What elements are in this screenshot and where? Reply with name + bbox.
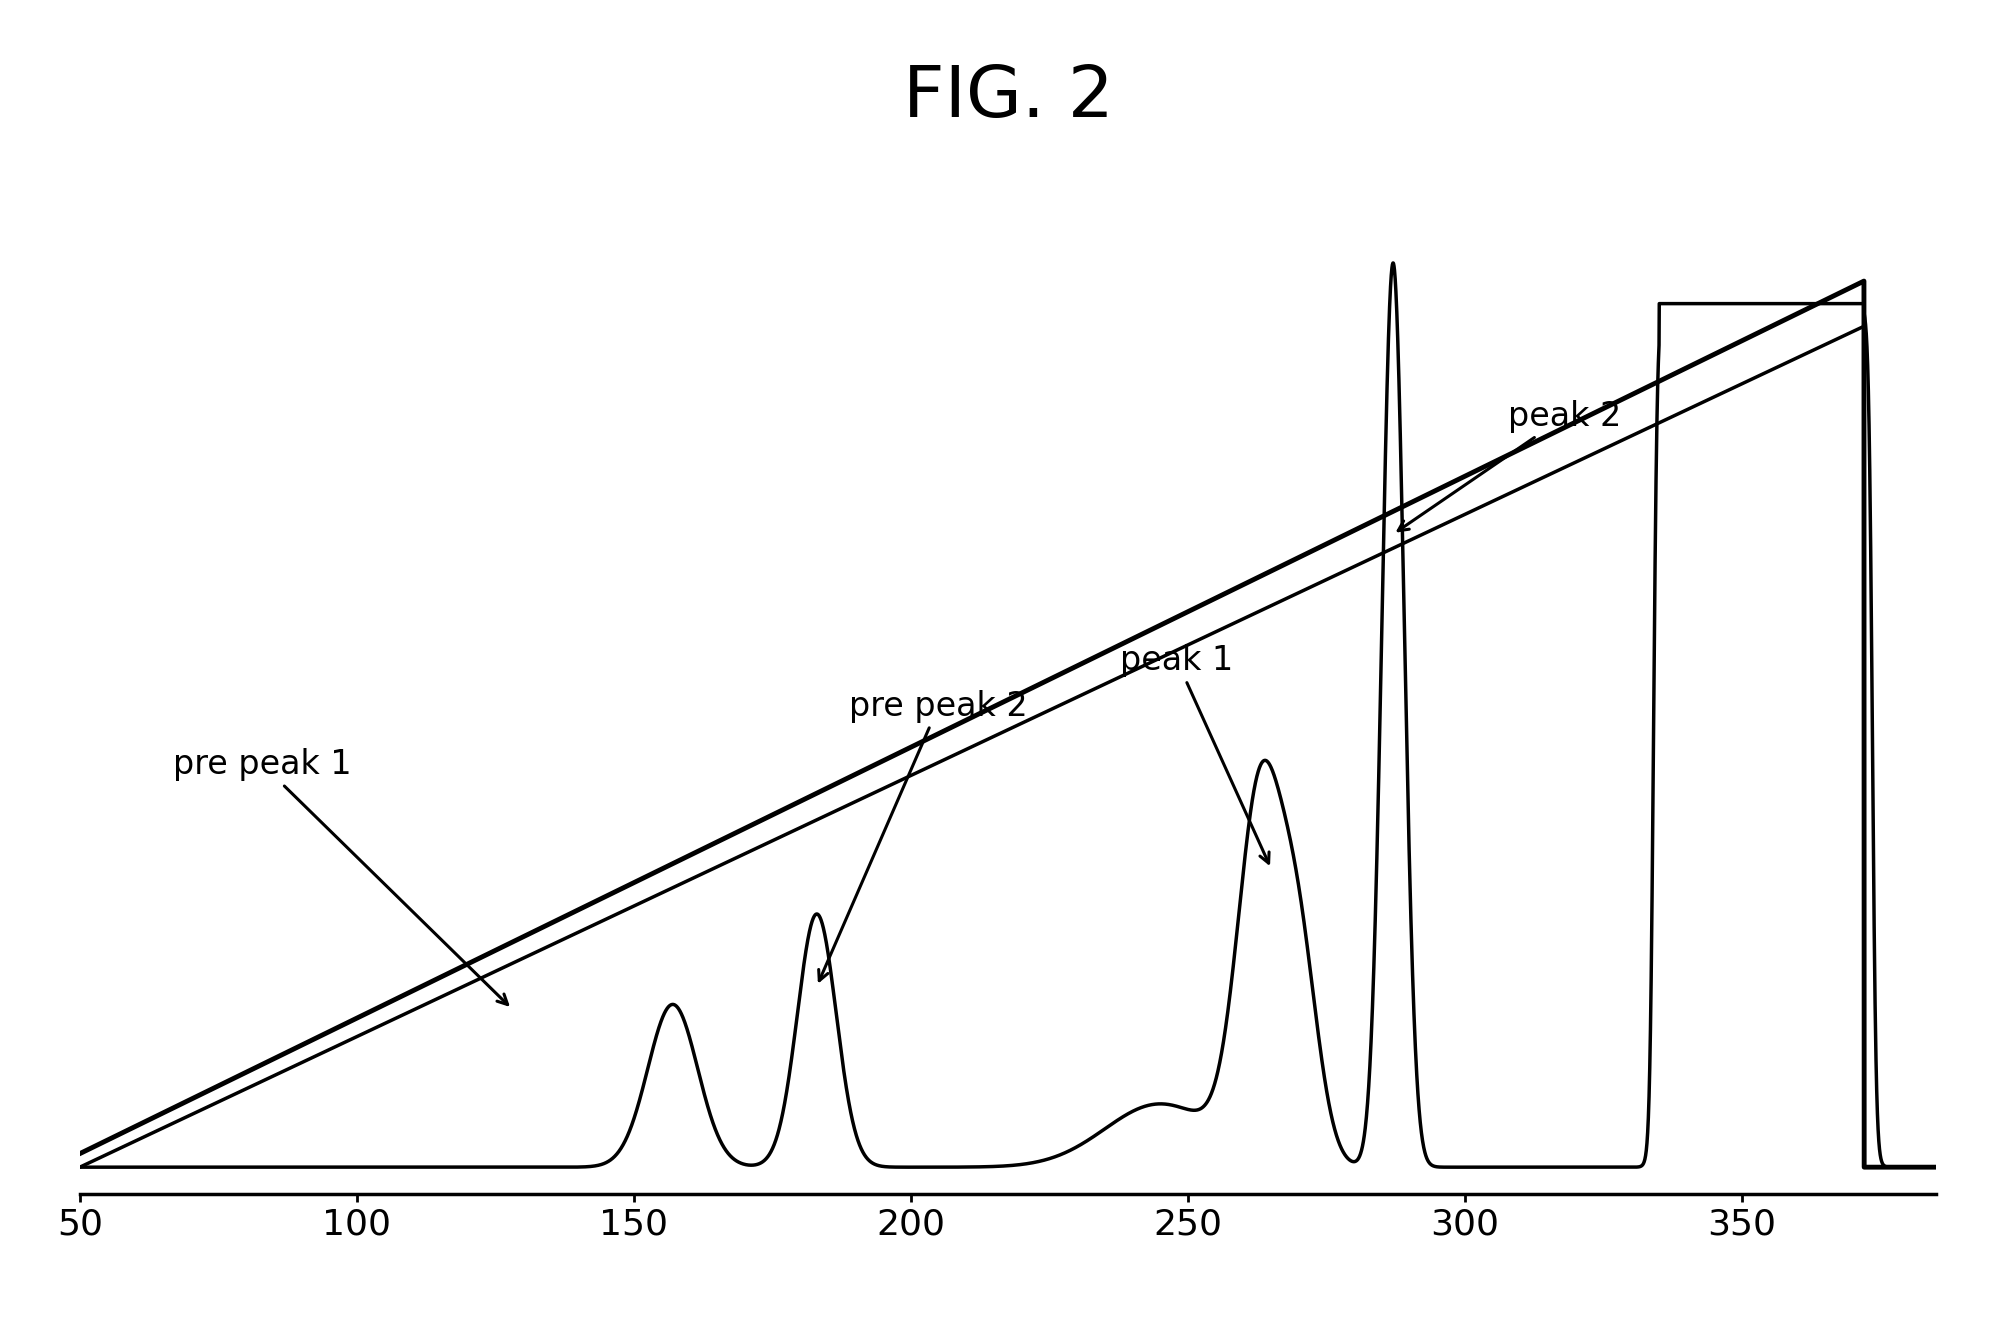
Title: FIG. 2: FIG. 2 bbox=[902, 62, 1114, 131]
Text: peak 2: peak 2 bbox=[1399, 401, 1621, 531]
Text: peak 1: peak 1 bbox=[1120, 645, 1269, 863]
Text: pre peak 2: pre peak 2 bbox=[818, 690, 1028, 981]
Text: pre peak 1: pre peak 1 bbox=[174, 748, 507, 1005]
